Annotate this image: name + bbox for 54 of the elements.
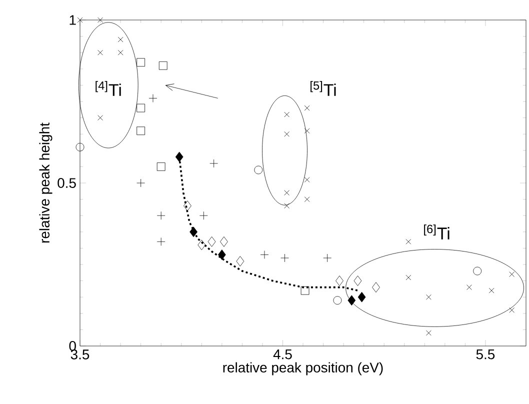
- point: [304, 128, 310, 134]
- point: [98, 17, 103, 23]
- point: [426, 294, 432, 300]
- annotation: $^{[6]}$Ti: [424, 224, 450, 240]
- point: [406, 239, 412, 244]
- y-axis-title: relative peak height: [39, 122, 52, 243]
- point: [304, 105, 310, 111]
- point: [118, 50, 124, 56]
- point: [218, 250, 226, 260]
- point: [98, 50, 103, 56]
- point: [372, 282, 380, 292]
- point: [236, 256, 244, 266]
- point: [406, 274, 412, 280]
- y-tick-label: 0.5: [58, 178, 76, 188]
- point: [156, 162, 166, 171]
- point: [333, 296, 342, 305]
- x-tick-label: 4.5: [273, 350, 292, 360]
- point: [198, 240, 206, 250]
- point: [354, 276, 362, 286]
- point: [190, 226, 198, 238]
- point: [336, 276, 344, 286]
- point: [284, 112, 290, 118]
- annotation: $^{[5]}$Ti: [310, 81, 336, 96]
- point: [220, 236, 228, 247]
- y-tick-label: 1: [70, 15, 76, 25]
- point: [358, 292, 366, 302]
- point: [473, 266, 482, 276]
- point: [184, 200, 192, 211]
- point: [284, 190, 290, 196]
- point: [300, 286, 310, 295]
- point: [208, 236, 216, 247]
- point: [509, 272, 514, 277]
- point: [118, 36, 124, 42]
- point: [284, 131, 290, 137]
- point: [348, 295, 356, 306]
- annotation: $^{[4]}$Ti: [96, 81, 121, 96]
- x-tick-label: 5.5: [476, 350, 495, 360]
- point: [304, 196, 310, 202]
- point: [304, 177, 310, 182]
- point: [509, 307, 514, 313]
- point: [426, 330, 432, 336]
- point: [254, 166, 263, 174]
- x-axis-title: relative peak position (eV): [223, 362, 383, 376]
- point: [76, 142, 84, 152]
- x-tick-label: 3.5: [70, 350, 90, 360]
- point: [136, 104, 146, 112]
- point: [488, 288, 494, 294]
- point: [136, 126, 146, 136]
- point: [158, 61, 168, 70]
- point: [98, 115, 103, 120]
- point: [284, 203, 290, 208]
- point: [136, 58, 146, 67]
- point: [175, 152, 184, 162]
- point: [466, 284, 472, 290]
